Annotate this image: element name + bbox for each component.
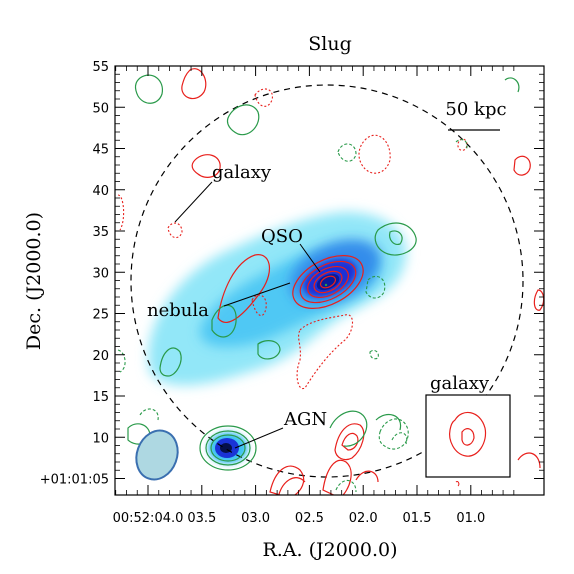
inset-contour-outer [449,411,487,457]
y-tick-label: 10 [92,431,109,446]
annotation-qso: QSO [261,226,303,247]
y-axis-ticks: +01:01:05 10 15 20 25 30 35 40 45 50 55 [40,60,544,488]
inset-frame [425,394,511,478]
annotation-qso-line [299,243,321,273]
y-tick-label: 50 [92,101,109,116]
x-tick-label: 02.0 [349,511,378,526]
x-tick-label: 02.5 [295,511,324,526]
x-tick-label: 01.5 [403,511,432,526]
annotation-nebula: nebula [147,300,209,321]
annotation-galaxy-line [174,181,213,223]
chart-title: Slug [308,33,352,55]
green-dotted-contours [117,139,468,493]
annotation-galaxy: galaxy [212,162,272,183]
inset-galaxy: galaxy [425,373,511,487]
y-axis-label: Dec. (J2000.0) [23,212,45,350]
x-tick-label: 03.0 [241,511,270,526]
annotation-nebula-line [223,282,291,307]
plot-area [117,68,544,495]
x-axis-label: R.A. (J2000.0) [262,539,397,561]
y-tick-label: 55 [92,60,109,75]
y-tick-label: 20 [92,349,109,364]
x-tick-label: 03.5 [187,511,216,526]
x-axis-ticks: 00:52:04.0 03.5 03.0 02.5 02.0 01.5 01.0 [113,66,515,526]
red-dotted-contours [117,88,468,390]
inset-label: galaxy [430,373,490,394]
green-contours [127,74,520,471]
annotations: galaxy QSO nebula AGN [147,162,327,449]
y-tick-label: 30 [92,266,109,281]
inset-contour-fragment [455,481,460,487]
field-circle [130,84,524,478]
qso-marker [324,283,328,287]
annotation-agn-line [234,427,284,449]
red-contours [181,68,544,495]
scale-bar-label: 50 kpc [445,99,506,120]
y-tick-label: 40 [92,184,109,199]
agn-source [208,432,248,464]
inset-contour-inner [461,428,475,446]
y-tick-label: 25 [92,308,109,323]
x-tick-label: 01.0 [456,511,485,526]
annotation-agn: AGN [283,409,327,430]
beam-ellipse [135,429,179,481]
y-tick-label: +01:01:05 [40,473,109,488]
x-tick-label: 00:52:04.0 [113,511,184,526]
y-tick-label: 15 [92,390,109,405]
y-tick-label: 35 [92,225,109,240]
y-tick-label: 45 [92,143,109,158]
